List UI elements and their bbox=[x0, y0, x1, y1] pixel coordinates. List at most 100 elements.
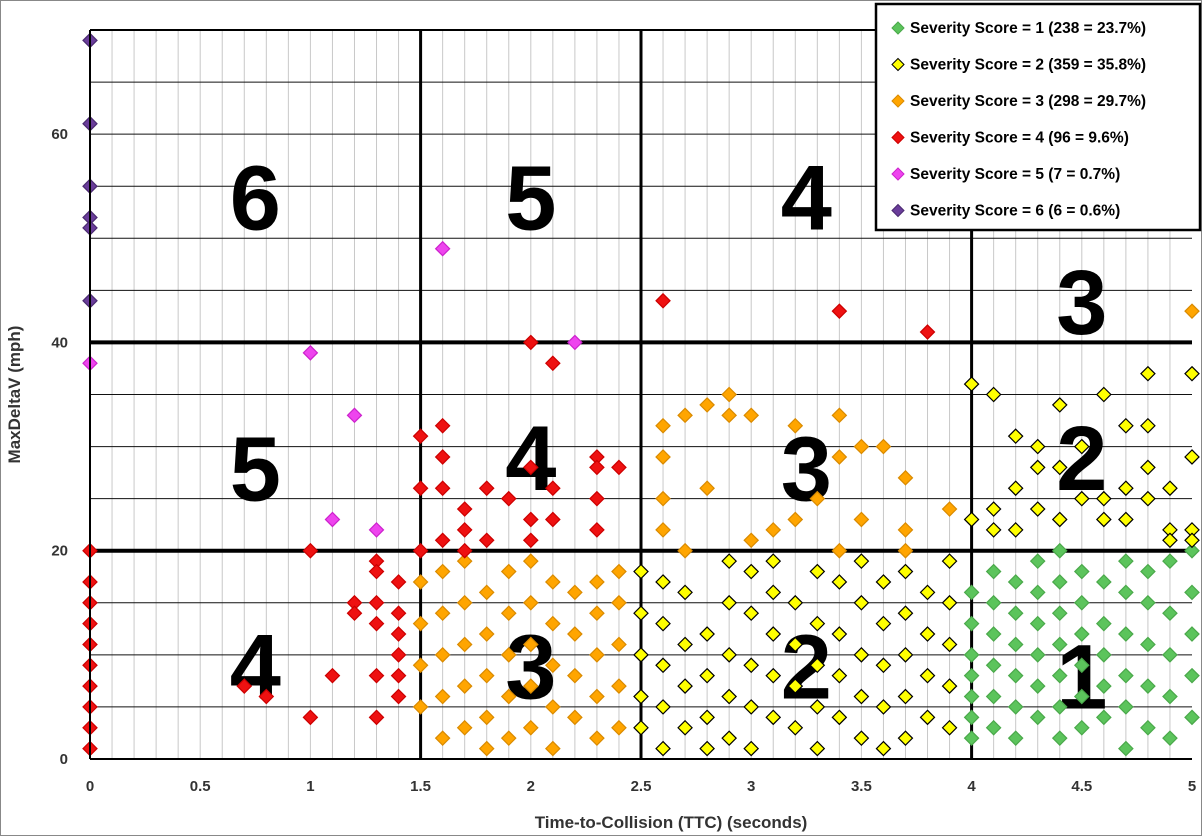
data-point bbox=[1029, 678, 1046, 694]
data-point bbox=[1162, 647, 1178, 663]
data-point bbox=[721, 407, 738, 424]
data-point bbox=[1162, 605, 1178, 622]
data-point bbox=[677, 584, 693, 601]
data-point bbox=[1140, 719, 1156, 736]
data-point bbox=[567, 334, 583, 351]
data-point bbox=[875, 740, 892, 757]
zone-label: 3 bbox=[781, 418, 832, 520]
data-point bbox=[1051, 397, 1068, 413]
data-point bbox=[721, 688, 738, 705]
data-point bbox=[677, 719, 693, 736]
y-tick-label: 40 bbox=[51, 334, 68, 351]
data-point bbox=[1073, 688, 1090, 705]
data-point bbox=[1051, 574, 1068, 590]
data-point bbox=[677, 636, 693, 653]
zone-label: 4 bbox=[781, 148, 832, 250]
data-point bbox=[831, 449, 848, 465]
x-tick-label: 3.5 bbox=[851, 778, 872, 795]
data-point bbox=[522, 719, 539, 736]
legend-marker bbox=[891, 94, 905, 108]
data-point bbox=[743, 740, 760, 757]
data-point bbox=[655, 699, 671, 715]
data-point bbox=[699, 480, 715, 497]
data-point bbox=[1140, 490, 1156, 507]
data-point bbox=[963, 647, 980, 663]
data-point bbox=[765, 626, 782, 642]
data-point bbox=[412, 615, 429, 632]
data-point bbox=[522, 553, 539, 569]
data-point bbox=[677, 678, 693, 694]
data-point bbox=[919, 709, 936, 726]
data-point bbox=[853, 553, 870, 569]
data-point bbox=[721, 730, 738, 747]
data-point bbox=[787, 594, 804, 611]
data-point bbox=[919, 584, 936, 601]
data-point bbox=[655, 740, 671, 757]
data-point bbox=[434, 417, 451, 434]
data-point bbox=[985, 563, 1002, 580]
data-point bbox=[1162, 730, 1178, 747]
data-point bbox=[1051, 730, 1068, 747]
data-point bbox=[1051, 667, 1068, 684]
data-point bbox=[985, 626, 1002, 642]
zone-label: 4 bbox=[505, 408, 556, 510]
data-point bbox=[368, 709, 385, 726]
data-point bbox=[985, 386, 1002, 403]
data-point bbox=[831, 542, 848, 559]
data-point bbox=[1118, 626, 1134, 642]
data-point bbox=[390, 667, 407, 684]
data-point bbox=[478, 667, 495, 684]
data-point bbox=[390, 626, 407, 642]
data-point bbox=[655, 574, 671, 590]
data-point bbox=[500, 730, 517, 747]
data-point bbox=[809, 699, 826, 715]
data-point bbox=[434, 563, 451, 580]
x-tick-label: 3 bbox=[747, 778, 755, 795]
data-point bbox=[544, 511, 561, 528]
data-point bbox=[1007, 574, 1024, 590]
data-point bbox=[456, 636, 473, 653]
data-point bbox=[456, 553, 473, 569]
data-point bbox=[743, 605, 760, 622]
data-point bbox=[611, 678, 627, 694]
data-point bbox=[1095, 615, 1112, 632]
data-point bbox=[346, 407, 363, 424]
data-point bbox=[1140, 563, 1156, 580]
data-point bbox=[611, 594, 627, 611]
data-point bbox=[589, 574, 605, 590]
data-point bbox=[1007, 480, 1024, 497]
data-point bbox=[897, 605, 914, 622]
legend-entry: Severity Score = 5 (7 = 0.7%) bbox=[910, 166, 1120, 183]
data-point bbox=[611, 719, 627, 736]
legend-marker bbox=[891, 21, 905, 35]
data-point bbox=[1140, 459, 1156, 476]
legend-entry: Severity Score = 6 (6 = 0.6%) bbox=[910, 203, 1120, 220]
data-point bbox=[765, 553, 782, 569]
data-point bbox=[963, 615, 980, 632]
legend-marker bbox=[891, 130, 905, 145]
data-point bbox=[412, 657, 429, 674]
data-point bbox=[368, 594, 385, 611]
data-point bbox=[699, 740, 715, 757]
data-point bbox=[611, 563, 627, 580]
y-tick-label: 60 bbox=[51, 126, 68, 143]
data-point bbox=[478, 626, 495, 642]
data-point bbox=[875, 615, 892, 632]
data-point bbox=[699, 397, 715, 413]
data-point bbox=[1029, 459, 1046, 476]
data-point bbox=[831, 574, 848, 590]
data-point bbox=[1118, 699, 1134, 715]
data-point bbox=[1118, 511, 1134, 528]
data-point bbox=[434, 730, 451, 747]
series-severity-2 bbox=[633, 365, 1200, 757]
data-point bbox=[699, 626, 715, 642]
data-point bbox=[434, 449, 451, 465]
data-point bbox=[721, 386, 738, 403]
data-point bbox=[522, 636, 539, 653]
data-point bbox=[919, 324, 936, 340]
data-point bbox=[1140, 594, 1156, 611]
data-point bbox=[589, 605, 605, 622]
legend-box bbox=[874, 2, 1202, 232]
data-point bbox=[368, 667, 385, 684]
data-point bbox=[743, 563, 760, 580]
